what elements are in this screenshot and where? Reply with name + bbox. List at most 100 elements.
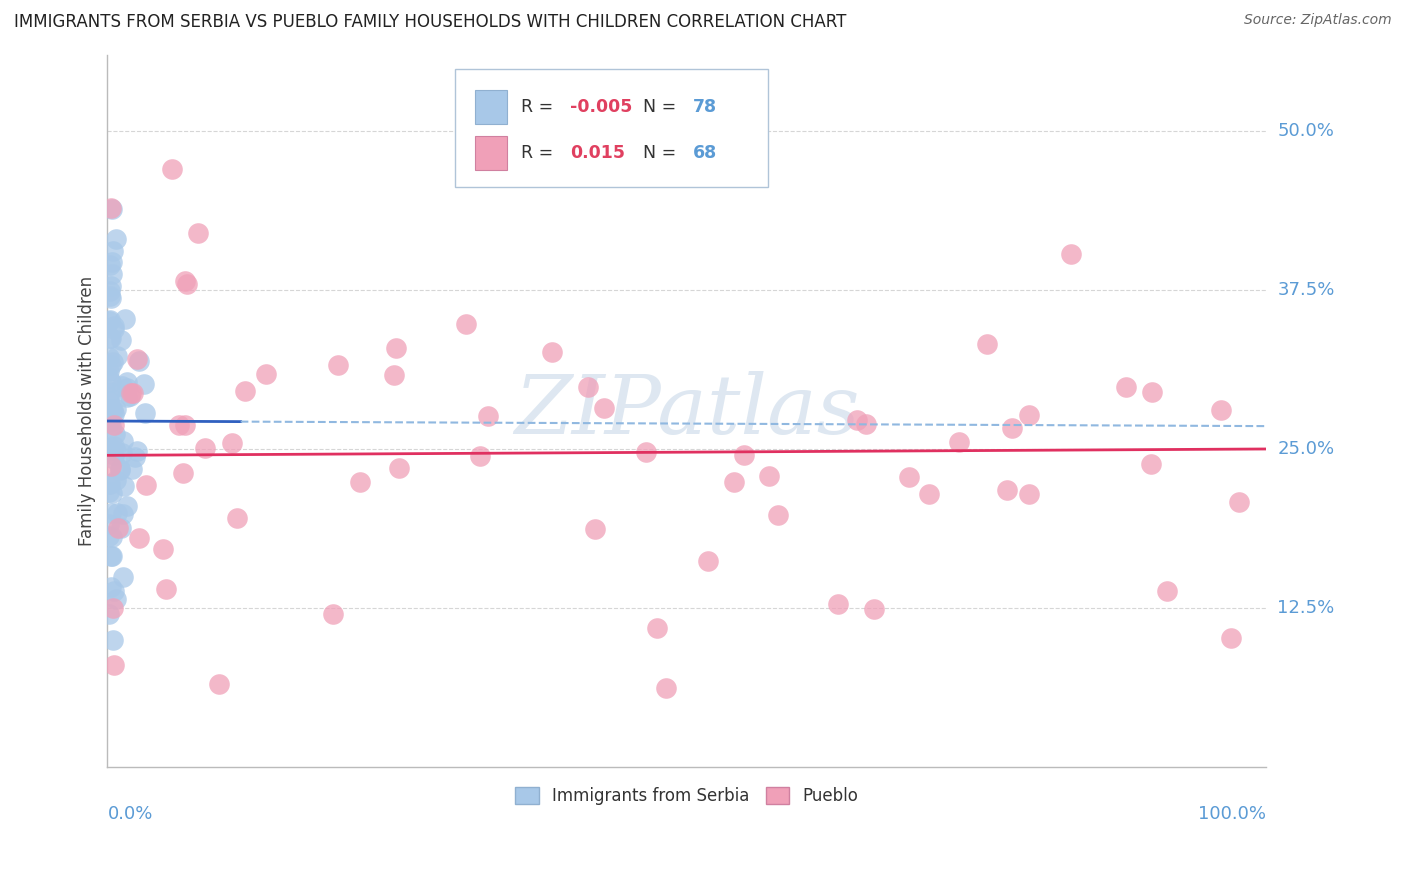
Point [194,441,217,455]
Point [132,377,155,392]
Point [723,475,745,489]
Point [97,370,120,384]
Point [187,226,209,240]
Point [100,506,122,520]
Point [97,314,120,328]
Point [101,485,124,500]
Point [1018,409,1040,423]
Point [97,439,120,453]
Point [155,582,177,596]
Point [124,450,146,464]
Point [97,390,120,404]
Point [107,520,129,534]
Point [160,162,183,177]
Point [105,474,128,488]
Point [176,277,198,291]
Point [322,607,344,621]
Point [105,444,128,458]
Point [678,128,700,143]
Point [948,434,970,449]
Point [827,597,849,611]
Text: R =: R = [522,145,558,162]
Point [636,445,658,459]
Point [103,418,125,433]
Text: 68: 68 [693,145,717,162]
Point [103,583,125,598]
Point [1211,403,1233,417]
Text: 78: 78 [693,98,717,116]
Point [221,436,243,450]
Text: N =: N = [643,98,682,116]
Point [103,407,125,421]
Point [135,478,157,492]
Point [101,403,124,417]
Point [103,451,125,466]
Point [103,657,125,672]
Point [101,549,124,563]
Text: ZIPatlas: ZIPatlas [515,371,859,450]
Point [997,483,1019,497]
Point [1156,583,1178,598]
Point [112,434,135,448]
Point [98,529,121,543]
Point [97,350,120,364]
Point [152,541,174,556]
Point [583,522,606,536]
Point [100,458,122,473]
Point [382,368,405,383]
Point [108,462,131,476]
Point [100,442,122,457]
Point [128,353,150,368]
Point [1115,379,1137,393]
Bar [475,90,508,124]
Point [97,363,120,377]
Point [578,380,600,394]
Point [100,358,122,372]
Point [98,484,121,499]
Point [645,621,668,635]
Point [101,632,124,647]
Point [104,427,127,442]
Point [100,279,122,293]
Point [98,331,121,345]
Point [134,406,156,420]
Point [918,487,941,501]
Point [98,477,121,491]
Point [768,508,790,522]
Point [103,601,125,615]
Point [118,389,141,403]
Point [233,384,256,399]
Point [541,345,564,359]
Point [110,333,132,347]
Point [349,475,371,489]
Point [456,317,478,331]
Text: IMMIGRANTS FROM SERBIA VS PUEBLO FAMILY HOUSEHOLDS WITH CHILDREN CORRELATION CHA: IMMIGRANTS FROM SERBIA VS PUEBLO FAMILY … [14,13,846,31]
Point [112,479,135,493]
Point [98,414,121,428]
Point [100,375,122,389]
Legend: Immigrants from Serbia, Pueblo: Immigrants from Serbia, Pueblo [509,780,865,812]
Point [1018,486,1040,500]
Point [384,342,406,356]
Point [110,379,132,393]
Point [1227,495,1250,509]
Point [100,549,122,564]
Y-axis label: Family Households with Children: Family Households with Children [79,276,96,546]
Point [98,258,121,272]
Point [114,312,136,326]
Point [98,385,121,400]
Point [98,313,121,327]
Point [103,448,125,462]
Text: 25.0%: 25.0% [1278,440,1334,458]
Point [696,553,718,567]
Point [225,511,247,525]
Point [103,439,125,453]
Point [863,601,886,615]
Point [128,531,150,545]
Point [103,321,125,335]
Point [98,607,121,621]
Point [117,381,139,395]
Text: -0.005: -0.005 [569,98,633,116]
Bar [475,136,508,170]
Point [101,355,124,369]
